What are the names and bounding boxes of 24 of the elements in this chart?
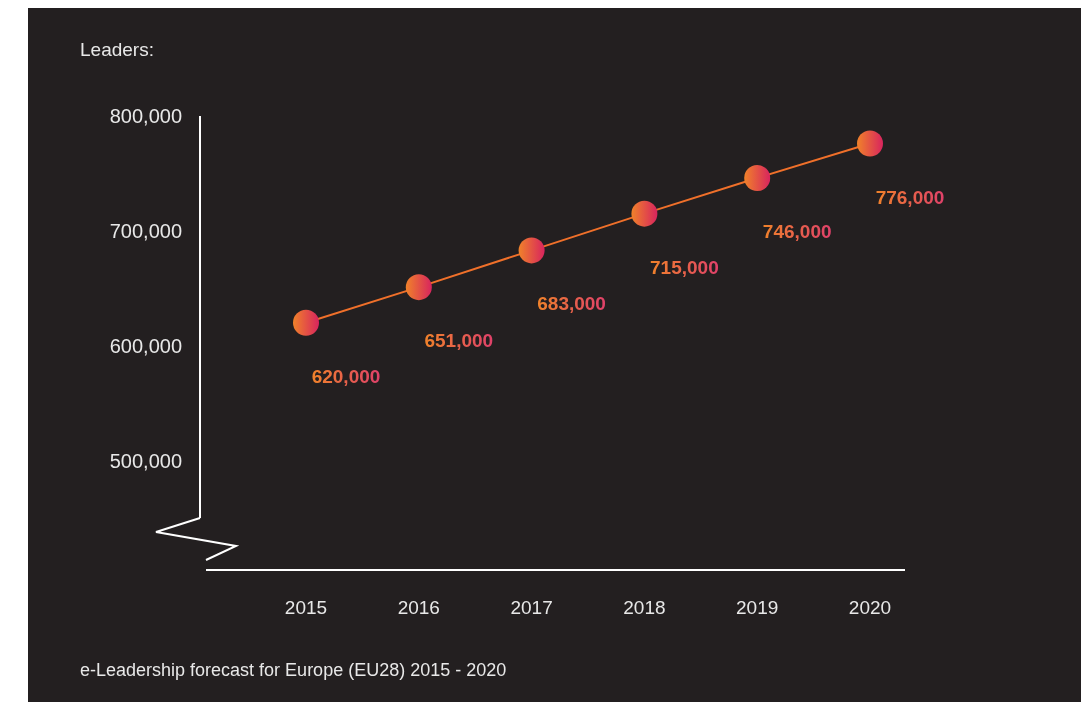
y-tick-label: 600,000: [109, 334, 182, 357]
point: [744, 165, 771, 192]
x-tick-label: 2015: [284, 597, 328, 618]
point: [518, 237, 545, 264]
data-label: 620,000: [311, 365, 381, 387]
y-tick-label: 700,000: [109, 219, 182, 242]
y-tick-label: 800,000: [109, 105, 182, 127]
x-tick-label: 2019: [736, 597, 779, 618]
text: e-Leadership forecast for Europe (EU28) 2015 - 2020: [80, 660, 507, 680]
data-label: 715,000: [650, 256, 719, 278]
data-label: 651,000: [424, 330, 494, 352]
x-tick-label: 2017: [510, 597, 553, 618]
point: [857, 130, 883, 157]
x-tick-label: 2016: [397, 597, 440, 618]
data-label: 746,000: [762, 221, 832, 243]
data-label: 776,000: [875, 186, 945, 208]
point: [631, 200, 658, 227]
y-tick-label: 500,000: [109, 449, 182, 472]
point: [405, 274, 432, 301]
data-label: 683,000: [537, 293, 606, 315]
y-axis-title: Leaders:: [80, 39, 154, 60]
x-tick-label: 2020: [848, 597, 892, 618]
point: [293, 309, 319, 336]
x-tick-label: 2018: [623, 597, 666, 618]
